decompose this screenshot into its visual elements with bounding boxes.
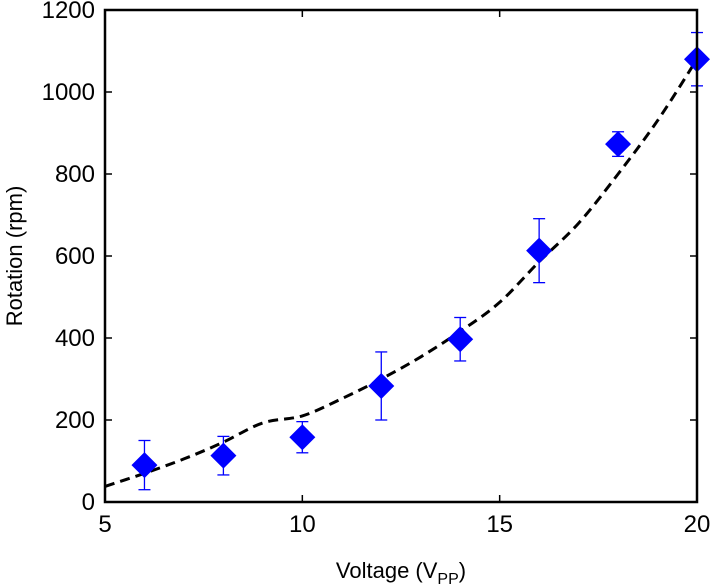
data-point-layer bbox=[131, 46, 710, 479]
data-point bbox=[131, 452, 158, 479]
y-tick-label: 0 bbox=[82, 489, 95, 516]
data-point bbox=[447, 326, 474, 353]
x-axis-label-subscript: PP bbox=[437, 571, 458, 585]
x-axis-label-suffix: ) bbox=[459, 558, 466, 583]
y-axis-label: Rotation (rpm) bbox=[2, 186, 27, 327]
x-axis-label-main: Voltage (V bbox=[336, 558, 438, 583]
error-bar-layer bbox=[138, 31, 703, 491]
plot-frame bbox=[103, 8, 699, 504]
data-point bbox=[526, 237, 553, 264]
data-point bbox=[368, 372, 395, 399]
data-point bbox=[210, 442, 237, 469]
data-point bbox=[289, 424, 316, 451]
fit-curve-layer bbox=[104, 58, 699, 488]
data-point bbox=[605, 131, 632, 158]
y-tick-label: 600 bbox=[55, 243, 95, 270]
x-tick-label: 5 bbox=[98, 511, 111, 538]
x-tick-label: 20 bbox=[684, 511, 711, 538]
y-tick-label: 800 bbox=[55, 161, 95, 188]
y-tick-label: 200 bbox=[55, 407, 95, 434]
y-tick-label: 400 bbox=[55, 325, 95, 352]
x-axis-label: Voltage (VPP) bbox=[336, 558, 466, 585]
fit-curve bbox=[104, 58, 699, 488]
y-tick-label: 1000 bbox=[42, 79, 95, 106]
x-tick-label: 15 bbox=[486, 511, 513, 538]
y-tick-label: 1200 bbox=[42, 0, 95, 24]
x-tick-label: 10 bbox=[289, 511, 316, 538]
